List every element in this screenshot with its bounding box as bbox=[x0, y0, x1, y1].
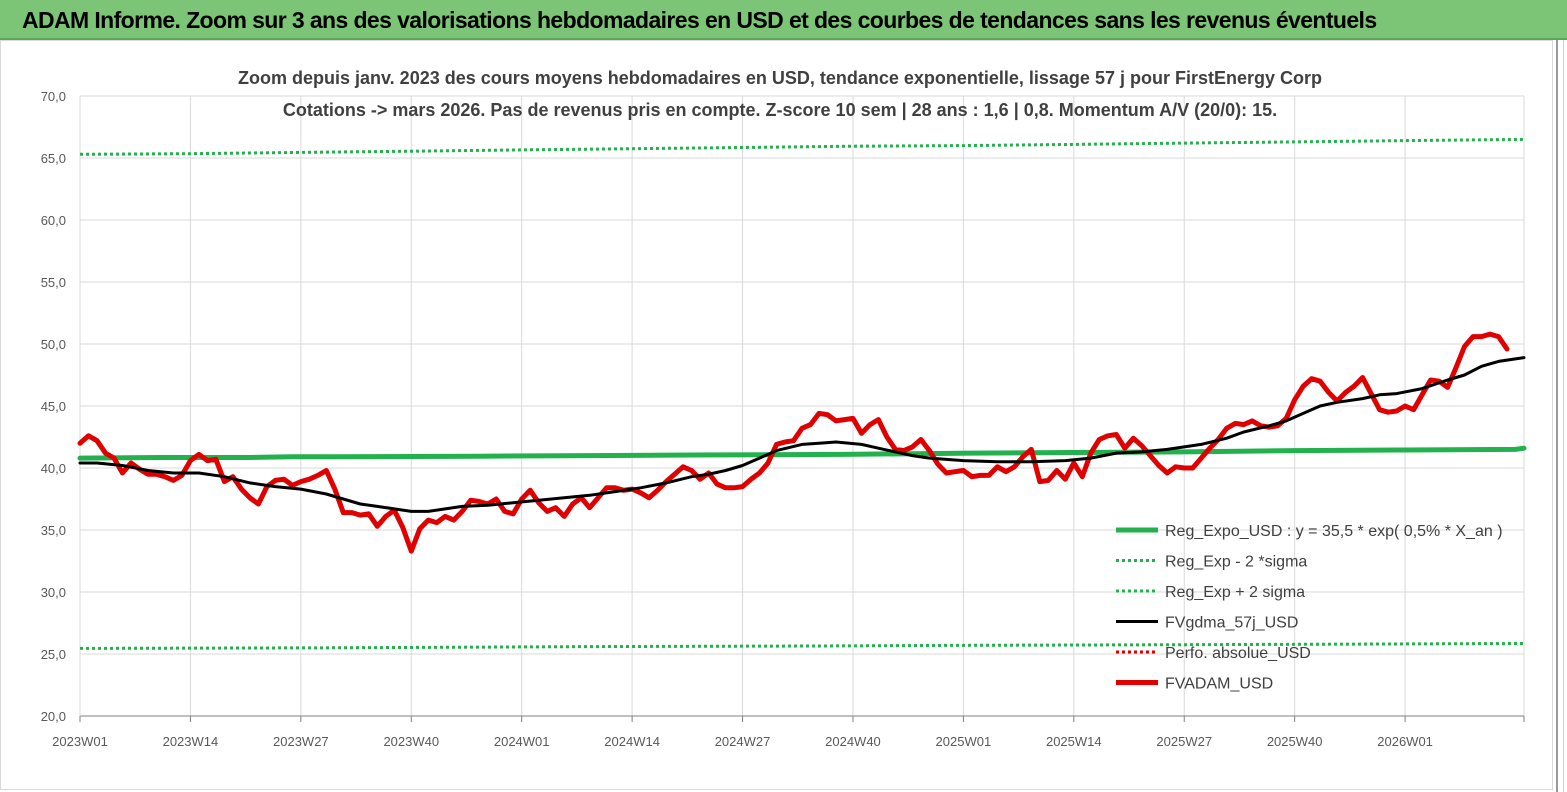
axes: 20,0 25,0 30,0 35,0 40,0 45,0 50,0 55,0 60,0 65,0… bbox=[41, 89, 1525, 749]
series-line-0 bbox=[77, 445, 1527, 461]
y-tick-label: 25,0 bbox=[41, 647, 66, 662]
y-tick-label: 55,0 bbox=[41, 275, 66, 290]
x-tick-label: 2024W14 bbox=[604, 734, 660, 749]
y-tick-label: 50,0 bbox=[41, 337, 66, 352]
grid-lines bbox=[79, 95, 1525, 716]
x-tick-label: 2025W01 bbox=[936, 734, 992, 749]
x-tick-label: 2023W14 bbox=[163, 734, 219, 749]
x-tick-label: 2024W27 bbox=[715, 734, 771, 749]
legend-label: Perfo. absolue_USD bbox=[1165, 645, 1311, 662]
y-tick-label: 35,0 bbox=[41, 523, 66, 538]
chart-title-line1: Zoom depuis janv. 2023 des cours moyens … bbox=[238, 68, 1322, 88]
legend-label: Reg_Expo_USD : y = 35,5 * exp( 0,5% * X_… bbox=[1165, 523, 1503, 540]
x-tick-label: 2024W40 bbox=[825, 734, 881, 749]
series-line-2 bbox=[79, 137, 1525, 156]
legend: Reg_Expo_USD : y = 35,5 * exp( 0,5% * X_… bbox=[1116, 523, 1503, 693]
page-title: ADAM Informe. Zoom sur 3 ans des valoris… bbox=[22, 7, 1377, 33]
legend-label: FVADAM_USD bbox=[1165, 676, 1273, 693]
y-tick-label: 40,0 bbox=[41, 461, 66, 476]
series-line-5 bbox=[77, 331, 1510, 554]
y-tick-label: 65,0 bbox=[41, 151, 66, 166]
x-tick-label: 2026W01 bbox=[1377, 734, 1433, 749]
x-tick-label: 2023W27 bbox=[273, 734, 329, 749]
x-tick-label: 2025W40 bbox=[1267, 734, 1323, 749]
y-tick-label: 30,0 bbox=[41, 585, 66, 600]
right-border bbox=[1556, 40, 1564, 792]
series-line-3 bbox=[78, 356, 1526, 513]
x-tick-label: 2025W14 bbox=[1046, 734, 1102, 749]
header-bar: ADAM Informe. Zoom sur 3 ans des valoris… bbox=[0, 0, 1567, 40]
y-tick-label: 70,0 bbox=[41, 89, 66, 104]
y-tick-label: 60,0 bbox=[41, 213, 66, 228]
y-tick-label: 45,0 bbox=[41, 399, 66, 414]
series-line-1 bbox=[79, 642, 1525, 650]
legend-label: Reg_Exp + 2 sigma bbox=[1165, 584, 1305, 601]
legend-label: FVgdma_57j_USD bbox=[1165, 615, 1298, 632]
x-tick-label: 2023W40 bbox=[383, 734, 439, 749]
x-tick-label: 2025W27 bbox=[1156, 734, 1212, 749]
x-tick-label: 2024W01 bbox=[494, 734, 550, 749]
y-tick-label: 20,0 bbox=[41, 709, 66, 724]
legend-label: Reg_Exp - 2 *sigma bbox=[1165, 554, 1307, 571]
series-lines bbox=[77, 137, 1527, 650]
x-tick-label: 2023W01 bbox=[52, 734, 108, 749]
chart-title-line2: Cotations -> mars 2026. Pas de revenus p… bbox=[283, 100, 1277, 120]
